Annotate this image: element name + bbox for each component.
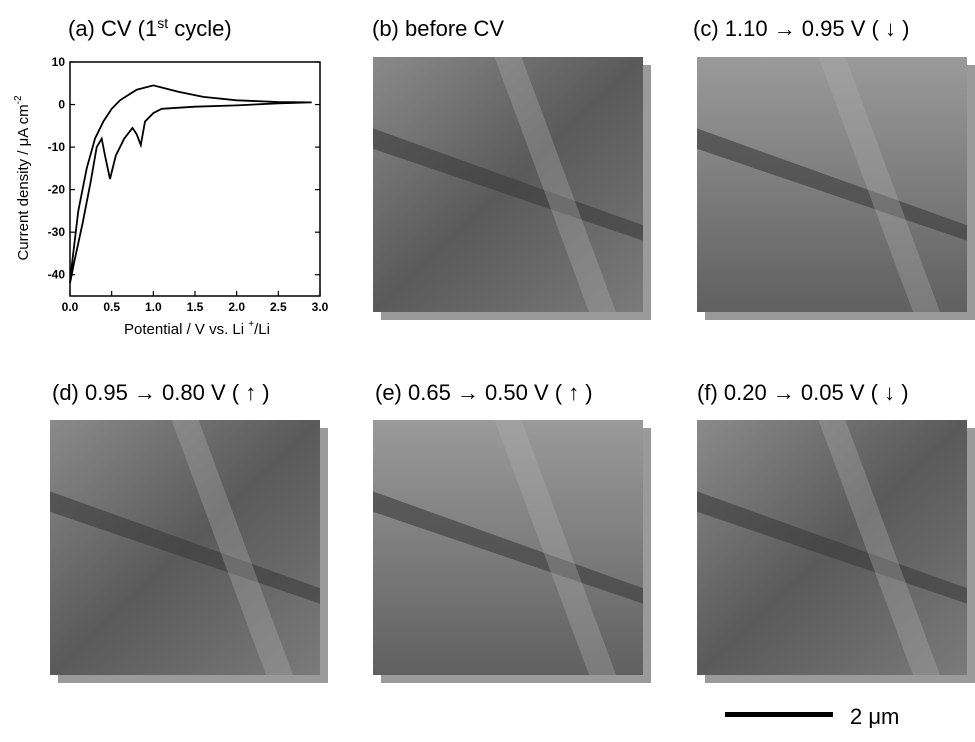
x-tick-label: 1.0 bbox=[145, 300, 162, 314]
x-tick-label: 0.5 bbox=[103, 300, 120, 314]
chart-title: (a) CV (1st cycle) bbox=[68, 15, 232, 41]
title-text: cycle) bbox=[168, 16, 232, 41]
x-tick-label: 2.5 bbox=[270, 300, 287, 314]
panel-label: (b) before CV bbox=[372, 16, 504, 41]
x-tick-label: 2.0 bbox=[228, 300, 245, 314]
afm-feature bbox=[697, 491, 967, 604]
plot-frame bbox=[69, 61, 321, 297]
y-tick-label: -30 bbox=[48, 225, 66, 239]
afm-feature bbox=[697, 128, 967, 241]
afm-feature bbox=[373, 128, 643, 241]
afm-feature bbox=[818, 57, 940, 312]
title-text: (a) CV (1 bbox=[68, 16, 157, 41]
x-label-text: /Li bbox=[254, 321, 270, 338]
afm-feature bbox=[818, 420, 940, 675]
y-tick-label: -10 bbox=[48, 140, 66, 154]
y-tick-label: 0 bbox=[58, 98, 65, 112]
y-tick-label: -20 bbox=[48, 183, 66, 197]
panel-label: (c) 1.10 → 0.95 V ( ↓ ) bbox=[693, 16, 909, 41]
afm-feature bbox=[373, 491, 643, 604]
scale-bar-label: 2 μm bbox=[850, 704, 899, 729]
afm-feature bbox=[494, 57, 616, 312]
panel-label: (f) 0.20 → 0.05 V ( ↓ ) bbox=[697, 380, 909, 405]
x-label-text: Potential / V vs. Li bbox=[124, 321, 248, 338]
scale-bar bbox=[725, 712, 833, 717]
y-label-text: Current density / μA cm bbox=[15, 104, 32, 260]
y-tick-label: -40 bbox=[48, 268, 66, 282]
afm-feature bbox=[171, 420, 293, 675]
panel-label: (e) 0.65 → 0.50 V ( ↑ ) bbox=[375, 380, 593, 405]
x-tick-label: 0.0 bbox=[62, 300, 79, 314]
x-axis-label: Potential / V vs. Li +/Li bbox=[124, 319, 270, 338]
x-tick-label: 1.5 bbox=[187, 300, 204, 314]
y-label-sup: -2 bbox=[13, 95, 24, 104]
afm-feature bbox=[494, 420, 616, 675]
y-tick-label: 10 bbox=[52, 55, 66, 69]
x-tick-label: 3.0 bbox=[312, 300, 329, 314]
y-axis-label: Current density / μA cm-2 bbox=[13, 95, 32, 261]
panel-label: (d) 0.95 → 0.80 V ( ↑ ) bbox=[52, 380, 270, 405]
x-label-sup: + bbox=[248, 319, 254, 330]
afm-feature bbox=[50, 491, 320, 604]
title-sup: st bbox=[157, 15, 168, 31]
cv-curve bbox=[69, 84, 312, 284]
